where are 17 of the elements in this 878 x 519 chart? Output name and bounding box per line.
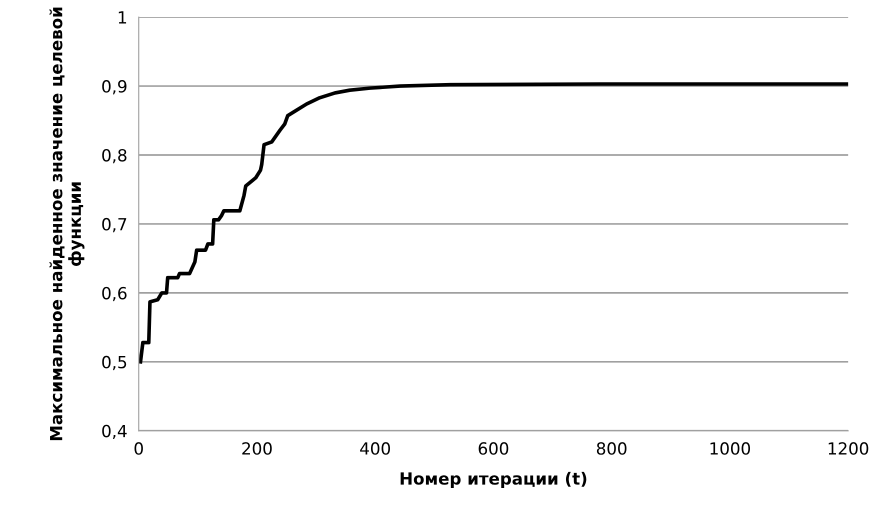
x-tick-label: 400 [360,442,390,455]
y-axis-title: Максимальное найденное значение целевой функции [49,8,84,440]
x-tick-label: 600 [478,442,508,455]
x-tick-label: 1200 [828,442,868,455]
y-tick-label: 0,4 [102,424,127,440]
x-tick-label: 1000 [710,442,750,455]
x-tick-label: 200 [242,442,272,455]
y-tick-label: 0,6 [102,286,127,302]
y-tick-label: 1 [118,11,126,24]
x-tick-label: 800 [596,442,626,455]
x-axis-title: Номер итерации (t) [400,472,586,488]
y-tick-label: 0,9 [102,80,126,94]
y-tick-label: 0,7 [102,218,126,232]
x-tick-label: 0 [134,442,143,455]
y-tick-label: 0,8 [102,148,126,164]
y-tick-label: 0,5 [102,356,126,370]
line-series [138,82,848,364]
